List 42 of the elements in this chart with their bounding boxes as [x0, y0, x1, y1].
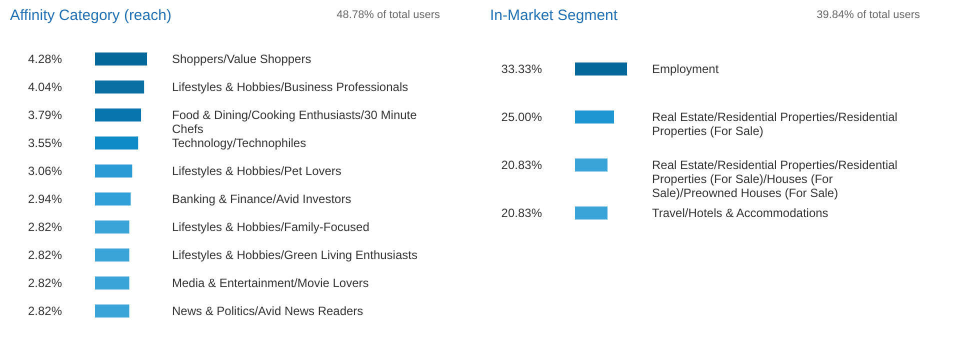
data-label: 33.33%	[501, 62, 542, 76]
y-tick-label: Lifestyles & Hobbies/Business Professionals	[172, 80, 408, 94]
data-label: 2.82%	[28, 276, 62, 290]
y-tick-label: Real Estate/Residential Properties/Residential Properties (For Sale)	[652, 110, 898, 138]
bar	[95, 80, 144, 94]
data-label: 2.82%	[28, 304, 62, 318]
y-tick-label: Banking & Finance/Avid Investors	[172, 192, 352, 206]
y-tick-label: News & Politics/Avid News Readers	[172, 304, 364, 318]
data-label: 2.82%	[28, 220, 62, 234]
data-label: 20.83%	[501, 206, 542, 220]
bar	[95, 304, 130, 318]
data-label: 25.00%	[501, 110, 542, 124]
bar	[95, 220, 130, 234]
bar	[95, 136, 138, 150]
y-tick-label: Real Estate/Residential Properties/Residential Properties (For Sale)/Houses (For Sale)/Preowned Houses (For Sale)	[652, 158, 898, 200]
chart-title: In-Market Segment	[490, 7, 618, 24]
data-label: 3.55%	[28, 136, 62, 150]
data-label: 4.28%	[28, 52, 62, 66]
data-label: 3.06%	[28, 164, 62, 178]
text: 39.84% of total users	[816, 9, 920, 21]
bar	[95, 248, 130, 262]
y-tick-label: Media & Entertainment/Movie Lovers	[172, 276, 369, 290]
data-label: 2.94%	[28, 192, 62, 206]
y-tick-label: Technology/Technophiles	[172, 136, 306, 150]
y-tick-label: Lifestyles & Hobbies/Green Living Enthusiasts	[172, 248, 418, 262]
bar	[95, 164, 132, 178]
data-label: 3.79%	[28, 108, 62, 122]
y-tick-label: Employment	[652, 62, 720, 76]
bar	[95, 108, 142, 122]
bar	[95, 276, 130, 290]
y-tick-label: Lifestyles & Hobbies/Pet Lovers	[172, 164, 342, 178]
y-tick-label: Shoppers/Value Shoppers	[172, 52, 312, 66]
data-label: 2.82%	[28, 248, 62, 262]
y-tick-label: Food & Dining/Cooking Enthusiasts/30 Minute Chefs	[172, 108, 418, 136]
data-label: 4.04%	[28, 80, 62, 94]
text: 48.78% of total users	[336, 9, 440, 21]
bar	[95, 52, 147, 66]
y-tick-label: Travel/Hotels & Accommodations	[652, 206, 828, 220]
data-label: 20.83%	[501, 158, 542, 172]
chart-title: Affinity Category (reach)	[10, 7, 172, 24]
y-tick-label: Lifestyles & Hobbies/Family-Focused	[172, 220, 370, 234]
bar	[95, 192, 131, 206]
